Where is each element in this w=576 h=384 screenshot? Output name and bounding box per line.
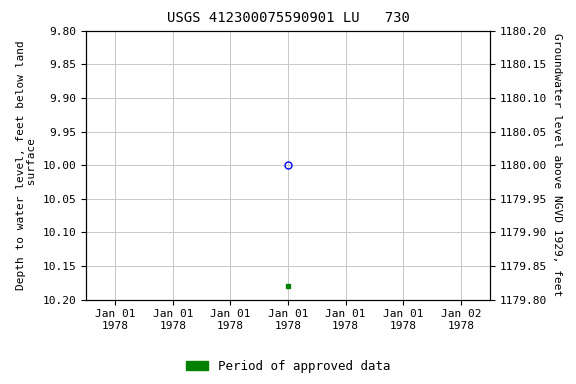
Title: USGS 412300075590901 LU   730: USGS 412300075590901 LU 730 [166,12,410,25]
Legend: Period of approved data: Period of approved data [180,355,396,378]
Y-axis label: Depth to water level, feet below land
 surface: Depth to water level, feet below land su… [16,40,37,290]
Y-axis label: Groundwater level above NGVD 1929, feet: Groundwater level above NGVD 1929, feet [552,33,562,297]
